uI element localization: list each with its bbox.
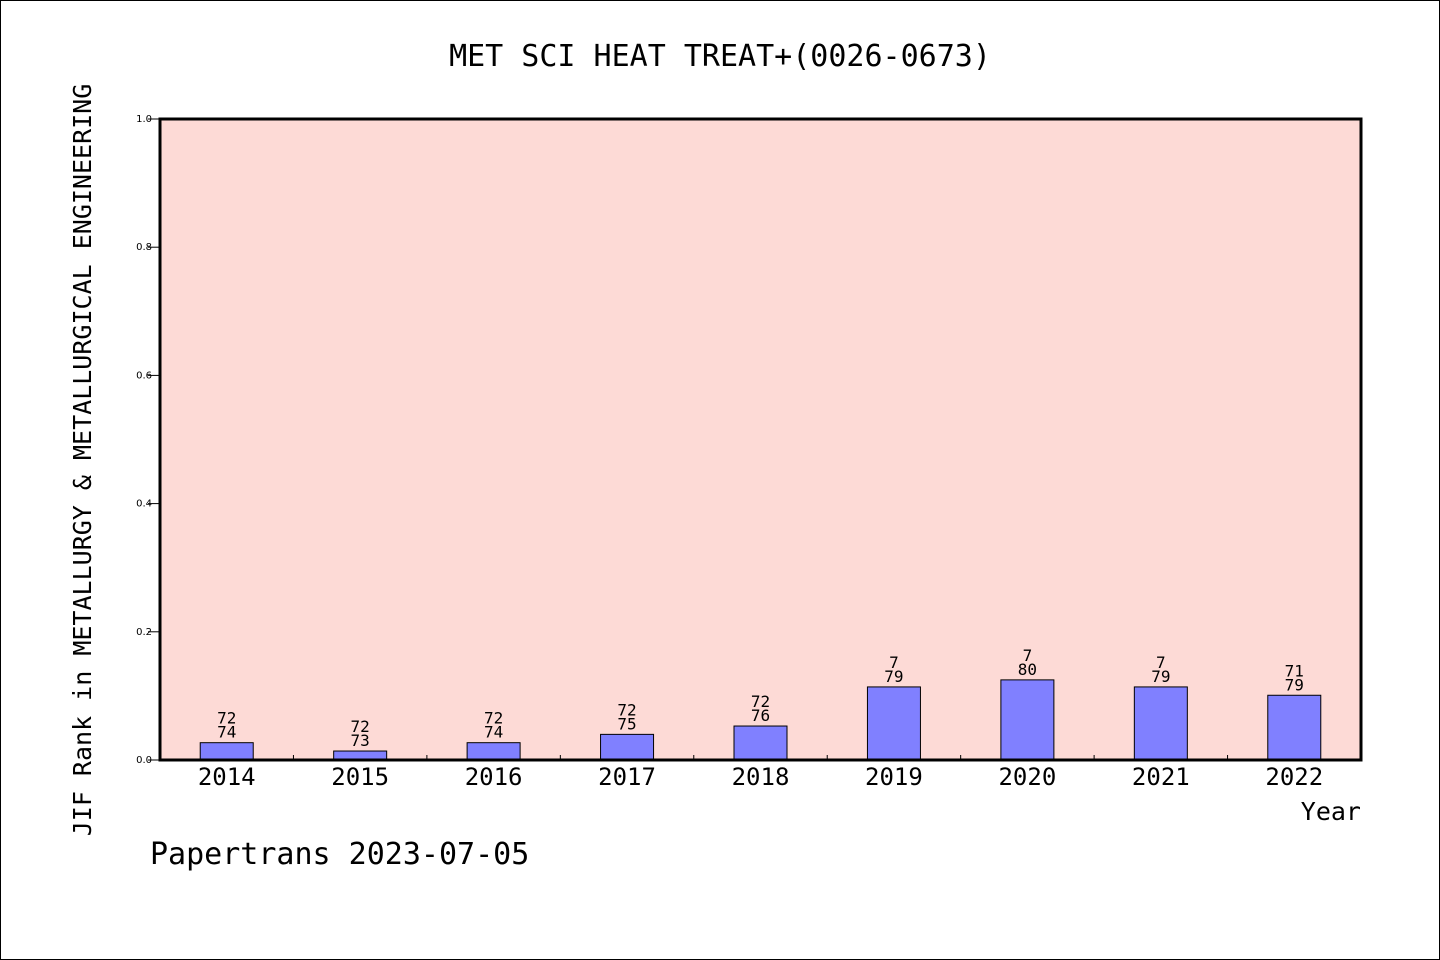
y-tick-label: 0.6: [136, 370, 152, 381]
bar-2022: [1267, 694, 1322, 761]
x-tick-label: 2022: [1265, 763, 1323, 791]
x-tick-label: 2017: [598, 763, 656, 791]
plot-area: [160, 119, 1361, 760]
bar-label-total: 76: [751, 706, 770, 725]
bar-label-rank: 72: [217, 709, 236, 728]
chart-title: MET SCI HEAT TREAT+(0026-0673): [449, 39, 991, 74]
bars-group: [199, 679, 1322, 761]
x-axis: 2014 2015 2016 2017 2018 2019 2020 2021 2022: [198, 755, 1323, 791]
bar-label-total: 79: [1285, 675, 1304, 694]
y-tick-label: 0.0: [136, 755, 152, 766]
bar-2016: [466, 742, 521, 761]
x-tick-label: 2019: [865, 763, 923, 791]
bar-label-total: 79: [884, 667, 903, 686]
x-tick-label: 2018: [732, 763, 790, 791]
x-tick-label: 2014: [198, 763, 256, 791]
bar-label-rank: 7: [889, 653, 899, 672]
bar-2018: [733, 725, 788, 761]
bar-label-total: 74: [217, 723, 236, 742]
bar-label-total: 75: [617, 714, 636, 733]
x-tick-label: 2016: [465, 763, 523, 791]
plot-border: [158, 117, 1363, 762]
bar-label-rank: 72: [617, 700, 636, 719]
y-tick-label: 0.4: [136, 499, 152, 510]
bar-label-total: 80: [1018, 660, 1037, 679]
bar-2017: [600, 733, 655, 761]
bar-2020: [1000, 679, 1055, 761]
bar-label-total: 73: [351, 731, 370, 750]
bar-label-rank: 7: [1156, 653, 1166, 672]
bar-2014: [199, 742, 254, 761]
bar-label-rank: 72: [751, 692, 770, 711]
bar-label-rank: 7: [1023, 646, 1033, 665]
y-tick-label: 0.8: [136, 242, 152, 253]
bar-2019: [866, 686, 921, 761]
x-tick-label: 2021: [1132, 763, 1190, 791]
bar-label-total: 74: [484, 723, 503, 742]
y-axis: 0.0 0.2 0.4 0.6 0.8 1.0: [136, 114, 160, 766]
y-axis-title: JIF Rank in METALLURGY & METALLURGICAL E…: [68, 84, 97, 837]
bar-label-rank: 71: [1285, 661, 1304, 680]
bar-label-total: 79: [1151, 667, 1170, 686]
x-tick-label: 2015: [331, 763, 389, 791]
bar-label-rank: 72: [351, 717, 370, 736]
x-tick-label: 2020: [998, 763, 1056, 791]
bar-label-rank: 72: [484, 709, 503, 728]
y-tick-label: 0.2: [136, 627, 152, 638]
y-tick-label: 1.0: [136, 114, 152, 125]
x-axis-title: Year: [1301, 797, 1361, 826]
footer-text: Papertrans 2023-07-05: [150, 837, 529, 872]
bar-2021: [1133, 686, 1188, 761]
